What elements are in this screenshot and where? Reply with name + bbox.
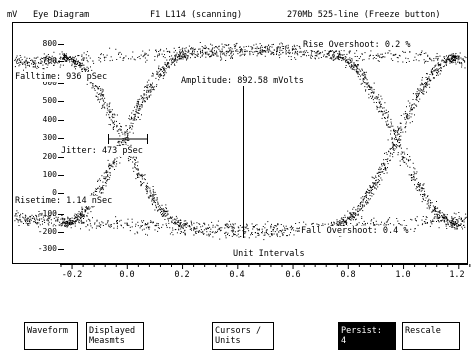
y-tick-label: 400 (42, 115, 57, 124)
y-tick-label: 600 (42, 78, 57, 87)
x-axis-title: Unit Intervals (232, 249, 306, 259)
x-tick-label: 0.2 (174, 270, 190, 280)
risetime-readout: Risetime: 1.14 nSec (14, 196, 114, 206)
x-tick-label: 0.6 (285, 270, 301, 280)
plot-frame (12, 22, 468, 264)
displayed-measurements-button[interactable]: Displayed Measmts (86, 322, 144, 350)
y-tick-label: -100 (37, 209, 57, 218)
format-mode-label: 270Mb 525-line (Freeze button) (287, 10, 441, 20)
y-axis-ticks (58, 44, 64, 250)
falltime-readout: Falltime: 936 pSec (14, 72, 109, 82)
y-tick-label: -200 (37, 227, 57, 236)
x-tick-label: 1.2 (449, 270, 465, 280)
x-tick-label: 0.0 (119, 270, 135, 280)
screen-title: Eye Diagram (33, 10, 90, 20)
x-tick-label: 1.0 (395, 270, 411, 280)
x-tick-label: 0.8 (340, 270, 356, 280)
y-tick-label: 500 (42, 96, 57, 105)
x-axis-ticks (60, 264, 471, 269)
fall-overshoot-readout: Fall Overshoot: 0.4 % (300, 226, 410, 236)
jitter-readout: Jitter: 473 pSec (60, 146, 144, 156)
y-tick-label: 0 (52, 188, 57, 197)
y-tick-label: 200 (42, 152, 57, 161)
y-tick-label: 800 (42, 39, 57, 48)
rescale-button[interactable]: Rescale (402, 322, 460, 350)
rise-overshoot-readout: Rise Overshoot: 0.2 % (302, 40, 412, 50)
y-tick-label: 300 (42, 133, 57, 142)
amplitude-readout: Amplitude: 892.58 mVolts (180, 76, 305, 86)
y-tick-label: 700 (42, 56, 57, 65)
x-tick-label: 0.4 (229, 270, 245, 280)
source-line-status: F1 L114 (scanning) (150, 10, 243, 20)
y-tick-label: -300 (37, 244, 57, 253)
waveform-button[interactable]: Waveform (24, 322, 78, 350)
unit-label: mV (7, 10, 18, 20)
cursors-units-button[interactable]: Cursors / Units (212, 322, 274, 350)
y-tick-label: 100 (42, 170, 57, 179)
x-tick-label: -0.2 (61, 270, 83, 280)
persist-button[interactable]: Persist: 4 (338, 322, 396, 350)
